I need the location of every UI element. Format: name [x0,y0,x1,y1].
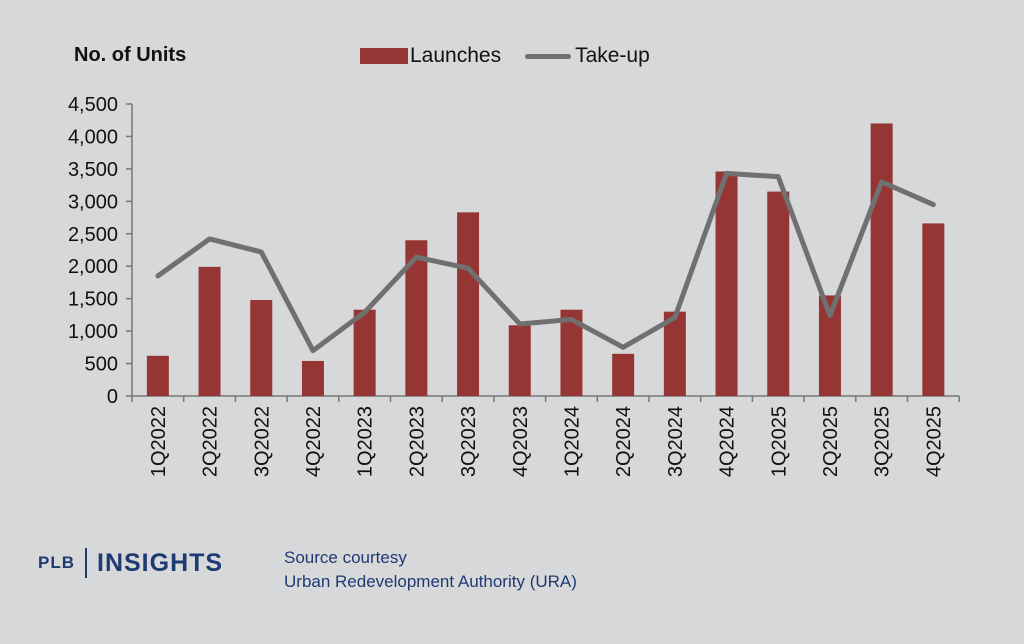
bar-launches [250,299,273,396]
bar-launches [457,212,480,396]
x-tick-label: 4Q2025 [923,406,945,477]
y-tick-label: 4,000 [68,126,118,148]
x-tick-label: 3Q2025 [872,406,894,477]
bar-launches [405,240,428,396]
y-axis-title: No. of Units [74,44,187,66]
bar-launches [146,355,169,396]
legend-swatch-take-up [525,53,572,59]
legend-swatch-launches [360,48,408,64]
legend: Launches Take-up [360,44,650,68]
bar-launches [560,309,583,396]
y-tick-label: 0 [107,386,118,408]
logo-divider [85,548,87,578]
bar-launches [870,123,893,396]
chart: 0 500 1,000 1,500 2,000 2,500 3,000 3,500 4,000 4… [68,94,960,477]
bar-launches [715,171,738,396]
x-tick-label: 2Q2024 [613,406,635,477]
bar-launches [663,311,686,396]
x-tick-label: 3Q2024 [665,406,687,477]
x-tick-label: 2Q2025 [820,406,842,477]
bar-launches [301,360,324,396]
y-tick-label: 2,000 [68,256,118,278]
bar-launches [922,223,945,396]
logo-plb: PLB [38,553,75,572]
source-note: Source courtesy Urban Redevelopment Auth… [284,546,577,594]
bar-launches [767,191,790,396]
legend-label-take-up: Take-up [575,44,650,67]
x-tick-label: 4Q2023 [510,406,532,477]
x-tick-label: 1Q2024 [561,406,583,477]
bar-launches [198,266,221,396]
source-line-1: Source courtesy [284,548,407,567]
bar-launches [612,353,635,396]
y-tick-label: 1,000 [68,321,118,343]
y-tick-label: 1,500 [68,289,118,311]
x-tick-label: 2Q2022 [200,406,222,477]
legend-label-launches: Launches [410,44,502,67]
y-tick-label: 4,500 [68,94,118,116]
logo-insights: INSIGHTS [97,548,224,577]
x-tick-label: 1Q2025 [768,406,790,477]
y-tick-label: 2,500 [68,224,118,246]
bar-launches [818,295,841,396]
x-tick-label: 2Q2023 [406,406,428,477]
y-tick-label: 500 [85,354,118,376]
source-line-2: Urban Redevelopment Authority (URA) [284,572,577,591]
y-tick-label: 3,500 [68,159,118,181]
line-take-up [155,170,936,354]
bar-launches [353,309,376,396]
x-tick-label: 3Q2023 [458,406,480,477]
x-tick-label: 4Q2024 [717,406,739,477]
y-tick-label: 3,000 [68,191,118,213]
bar-launches [508,325,531,396]
x-tick-label: 4Q2022 [303,406,325,477]
x-tick-label: 1Q2022 [148,406,170,477]
x-tick-label: 3Q2022 [251,406,273,477]
brand-logo: PLB INSIGHTS [38,548,223,578]
x-tick-label: 1Q2023 [355,406,377,477]
